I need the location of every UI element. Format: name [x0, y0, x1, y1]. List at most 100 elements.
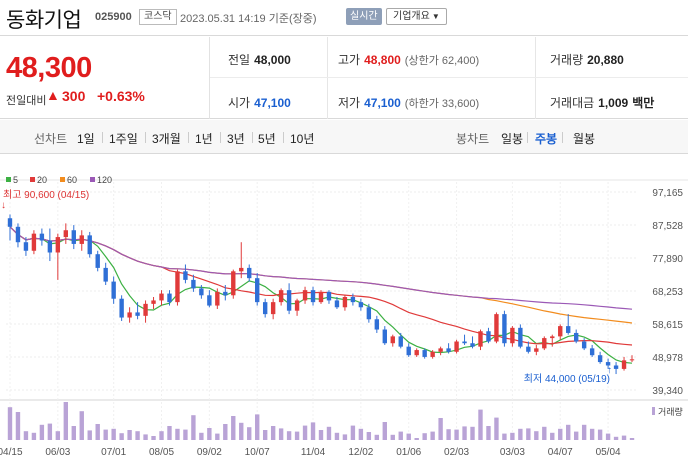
tab-3months[interactable]: 3개월 [152, 132, 181, 146]
volume-bar [597, 429, 603, 440]
max-price-annotation: 최고 90,600 (04/15) [3, 189, 89, 201]
candle-body [470, 343, 475, 347]
tab-1year[interactable]: 1년 [195, 132, 213, 146]
candle-body [534, 348, 539, 352]
x-tick-label: 09/02 [197, 447, 222, 458]
volume-bar [39, 424, 45, 440]
volume-bar [175, 428, 180, 440]
candlestick-chart[interactable]: 5 20 60 120 97,165 87,528 77,890 68,253 58,615 48… [0, 170, 688, 458]
x-tick-label: 06/03 [45, 447, 70, 458]
volume-bar [566, 424, 571, 440]
volume-bar [151, 436, 156, 440]
candle-body [87, 235, 92, 255]
candle-body [605, 362, 611, 366]
volume-bar [191, 415, 196, 440]
volume-bar [71, 426, 76, 440]
candle-body [342, 297, 348, 308]
volume-bar [159, 431, 164, 440]
volume-bar [542, 426, 547, 440]
price-chart[interactable]: 5 20 60 120 97,165 87,528 77,890 68,253 58,615 48… [0, 170, 688, 458]
candle-body [573, 332, 579, 342]
tab-monthly-candle[interactable]: 월봉 [573, 132, 596, 146]
volume-bar [223, 424, 228, 440]
tab-weekly-candle[interactable]: 주봉 [535, 132, 558, 146]
candle-body [278, 290, 284, 303]
change-label: 전일대비 [6, 95, 47, 107]
y-tick-label: 97,165 [652, 188, 683, 199]
min-arrow-icon: ↑ [607, 365, 612, 376]
candle-body [199, 288, 204, 296]
candle-body [494, 314, 499, 342]
candle-body [597, 355, 603, 363]
candle-body [438, 348, 443, 352]
x-tick-label: 03/03 [500, 447, 525, 458]
volume-bar [294, 431, 300, 440]
volume-bar [302, 425, 308, 440]
change-value: 300 [62, 88, 86, 104]
candle-body [350, 297, 356, 303]
candle-body [414, 350, 419, 356]
tab-1week[interactable]: 1주일 [109, 132, 138, 146]
candle-body [486, 331, 491, 342]
divider [220, 132, 221, 143]
volume-bar [518, 428, 523, 440]
tab-1day[interactable]: 1일 [77, 132, 95, 146]
chevron-down-icon: ▼ [431, 12, 440, 21]
realtime-button[interactable]: 실시간 [346, 8, 382, 25]
candle-body [143, 303, 148, 316]
candle-body [95, 254, 100, 268]
volume-bar [494, 417, 499, 440]
current-price: 48,300 [6, 52, 92, 84]
candle-body [15, 226, 21, 243]
candle-body [247, 267, 252, 279]
x-tick-label: 10/07 [245, 447, 270, 458]
divider [562, 132, 563, 143]
tab-daily-candle[interactable]: 일봉 [501, 132, 524, 146]
candle-body [127, 312, 132, 318]
volume-bar [207, 428, 212, 440]
candle-body [518, 327, 523, 347]
legend-swatch-5 [6, 177, 11, 182]
x-tick-label: 04/15 [0, 447, 23, 458]
candle-body [478, 331, 483, 347]
volume-bar [135, 431, 140, 440]
candle-body [446, 348, 451, 352]
candle-body [239, 267, 244, 272]
candle-body [326, 291, 332, 301]
change-percent: +0.63% [97, 88, 145, 104]
divider [210, 77, 688, 78]
volume-bar [374, 434, 380, 440]
candle-body [550, 336, 555, 339]
low-price: 저가 47,100 (하한가 33,600) [338, 96, 480, 110]
volume-bar [430, 431, 435, 440]
legend-swatch-120 [90, 177, 95, 182]
y-tick-label: 48,978 [652, 353, 683, 364]
divider [252, 132, 253, 143]
volume-bar [247, 427, 252, 440]
candle-body [390, 336, 395, 344]
tab-5years[interactable]: 5년 [258, 132, 276, 146]
candle-body [7, 218, 13, 227]
company-name: 동화기업 [6, 9, 82, 32]
prev-close: 전일 48,000 [228, 53, 291, 67]
candle-body [430, 351, 435, 357]
tab-10years[interactable]: 10년 [290, 132, 315, 146]
trade-amount: 거래대금 1,009 백만 [550, 96, 655, 110]
divider [102, 132, 103, 143]
y-tick-label: 58,615 [652, 320, 683, 331]
volume-bar [215, 433, 220, 440]
volume-bar [95, 424, 100, 440]
y-tick-label: 39,340 [652, 386, 683, 397]
volume-bar [462, 426, 467, 440]
x-tick-label: 11/04 [301, 447, 326, 458]
candle-body [334, 300, 340, 308]
divider [283, 132, 284, 143]
company-overview-button[interactable]: 기업개요 ▼ [386, 8, 447, 25]
tab-3years[interactable]: 3년 [227, 132, 245, 146]
candle-body [310, 290, 316, 303]
volume-bar [621, 435, 627, 440]
legend-label-20: 20 [37, 175, 47, 185]
volume-bar [581, 424, 587, 440]
candle-body [581, 341, 587, 349]
volume-bar [183, 429, 188, 440]
